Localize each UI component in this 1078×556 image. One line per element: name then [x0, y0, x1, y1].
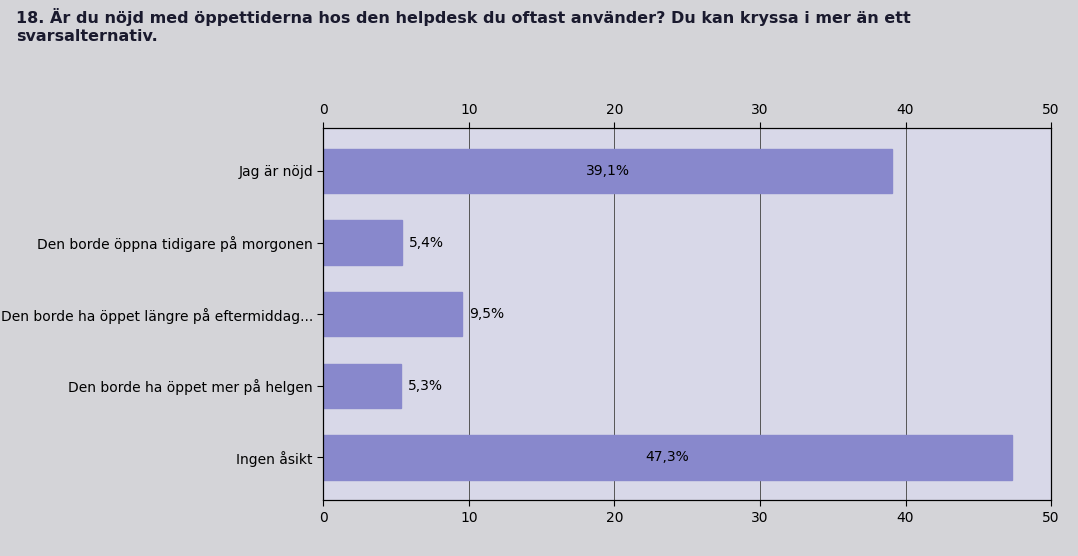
Text: 5,4%: 5,4% [410, 236, 444, 250]
Bar [323, 220, 402, 265]
Text: 5,3%: 5,3% [407, 379, 443, 393]
Bar [323, 148, 893, 193]
Bar [323, 435, 1012, 480]
Bar [323, 292, 461, 336]
Text: 39,1%: 39,1% [586, 164, 630, 178]
Bar [323, 364, 401, 408]
Text: 18. Är du nöjd med öppettiderna hos den helpdesk du oftast använder? Du kan krys: 18. Är du nöjd med öppettiderna hos den … [16, 8, 911, 44]
Text: 9,5%: 9,5% [469, 307, 505, 321]
Text: 47,3%: 47,3% [646, 450, 690, 464]
